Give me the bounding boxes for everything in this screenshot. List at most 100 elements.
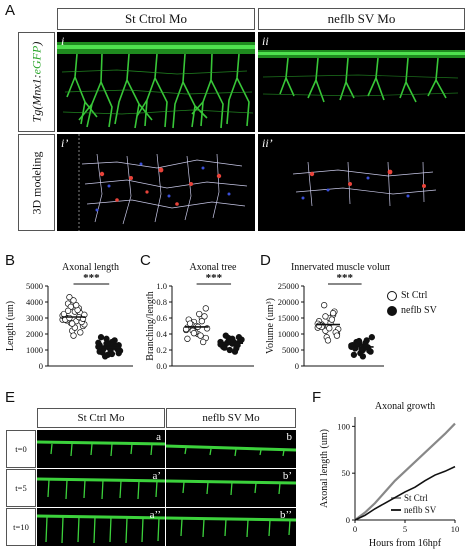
y-tick-label: 0.8 <box>156 297 167 307</box>
time-label-t10: t=10 <box>6 508 36 546</box>
y-tick-label: 0.6 <box>156 313 167 323</box>
data-point <box>229 335 236 342</box>
y-tick-label: 25000 <box>278 281 299 291</box>
column-header-st-ctrol-mo: St Ctrol Mo <box>57 8 255 30</box>
tag-a: a <box>156 431 161 443</box>
data-point <box>321 302 328 309</box>
panel-letter-c: C <box>140 252 151 269</box>
x-tick-label: 5 <box>403 524 407 534</box>
data-point <box>77 329 84 336</box>
tag-a-double-prime: a’’ <box>149 509 161 521</box>
data-point <box>350 351 358 358</box>
axon-gfp-image-mut <box>258 50 465 103</box>
tag-a-prime: a’ <box>152 470 161 482</box>
timelapse-image <box>37 477 165 500</box>
y-axis-label: Length (um) <box>5 301 16 351</box>
legend-ctrl-marker <box>387 290 397 301</box>
data-point <box>329 310 337 317</box>
timelapse-mut-t5: b’ <box>166 469 296 507</box>
e-column-header-neflb-sv-mo: neflb SV Mo <box>166 408 296 428</box>
tag-b-double-prime: b’’ <box>279 509 292 521</box>
y-tick-label: 3000 <box>26 313 43 323</box>
tag-ii-prime: ii’ <box>262 136 273 150</box>
microscopy-mut-gfp: ii <box>258 32 465 132</box>
data-point <box>235 334 243 341</box>
y-tick-label: 0.4 <box>156 329 167 339</box>
data-point <box>328 316 335 323</box>
y-tick-label: 0 <box>295 361 299 371</box>
data-point <box>326 325 333 332</box>
data-point <box>200 338 207 346</box>
chart-axonal-length: Axonal length 0 1000 2000 3000 4000 5000 Length… <box>5 262 133 371</box>
data-point <box>222 332 229 339</box>
y-axis-label: Branching/length <box>145 291 156 360</box>
panel-letter-f: F <box>312 389 322 406</box>
y-axis-label: Axonal length (um) <box>319 429 330 508</box>
y-tick-label: 4000 <box>26 297 43 307</box>
chart-title: Axonal length <box>62 262 119 273</box>
data-point <box>231 348 239 355</box>
y-tick-label: 5000 <box>26 281 43 291</box>
y-tick-label: 0 <box>346 515 350 525</box>
data-point <box>70 297 77 304</box>
e-column-header-st-ctrl-mo: St Ctrl Mo <box>37 408 165 428</box>
y-tick-label: 10000 <box>278 329 299 339</box>
legend-mut-label: neflb SV <box>401 305 437 316</box>
timelapse-mut-t0: b <box>166 430 296 468</box>
data-point <box>184 335 191 342</box>
chart-title: Innervated muscle volume <box>291 262 390 273</box>
model-mut-3d: ii’ <box>258 134 465 231</box>
data-point <box>324 337 332 344</box>
timelapse-image <box>37 440 165 457</box>
series-line-neflb-sv <box>354 465 456 521</box>
axon-gfp-image-ctrl <box>57 42 255 129</box>
significance-label: *** <box>206 272 223 284</box>
row-label-tg-mnx1-egfp: Tg(Mnx1:eGFP) <box>18 32 55 132</box>
panel-letter-b: B <box>5 252 16 269</box>
data-point <box>359 353 367 360</box>
time-label-t0: t=0 <box>6 430 36 468</box>
legend-neflb-sv: neflb SV <box>387 305 437 316</box>
y-tick-label: 2000 <box>26 329 43 339</box>
row-label-3d-modeling: 3D modeling <box>18 134 55 231</box>
data-point <box>73 302 80 309</box>
y-axis-label: Volume (um³) <box>265 298 276 354</box>
y-tick-label: 0.0 <box>156 361 167 371</box>
y-tick-label: 0.2 <box>156 345 167 355</box>
tag-i-prime: i’ <box>61 136 69 150</box>
data-point <box>322 313 329 320</box>
data-point <box>221 344 228 351</box>
data-point <box>70 332 77 339</box>
data-point <box>186 320 194 327</box>
data-point <box>64 307 72 314</box>
data-point <box>315 322 323 329</box>
significance-label: *** <box>83 272 100 284</box>
data-point <box>190 330 198 337</box>
timelapse-ctrl-t5: a’ <box>37 469 165 507</box>
timelapse-mut-t10: b’’ <box>166 508 296 546</box>
legend-st-ctrl: St Ctrl <box>387 290 427 301</box>
legend-label: neflb SV <box>404 505 437 515</box>
data-point <box>197 332 204 339</box>
data-point <box>66 314 73 322</box>
chart-axonal-growth: Axonal growth 0 50 100 0 5 10 Hours from 16hpf A… <box>319 401 460 549</box>
legend-ctrl-label: St Ctrl <box>401 290 428 301</box>
data-point <box>96 348 103 355</box>
y-tick-label: 0 <box>39 361 43 371</box>
data-point <box>355 337 363 345</box>
panel-letter-e: E <box>5 389 16 406</box>
data-point <box>198 318 205 325</box>
chart-title: Axonal growth <box>375 401 435 412</box>
significance-label: *** <box>337 272 354 284</box>
y-tick-label: 1000 <box>26 345 43 355</box>
legend-mut-marker <box>387 305 397 316</box>
axon-3d-model-mut <box>292 161 437 207</box>
tag-ii: ii <box>262 34 269 48</box>
x-tick-label: 10 <box>451 524 460 534</box>
legend-label: St Ctrl <box>404 493 428 503</box>
data-point <box>333 332 341 339</box>
y-tick-label: 15000 <box>278 313 299 323</box>
series-line-st-ctrl <box>354 422 456 521</box>
data-point <box>201 313 208 320</box>
data-point <box>104 340 111 347</box>
